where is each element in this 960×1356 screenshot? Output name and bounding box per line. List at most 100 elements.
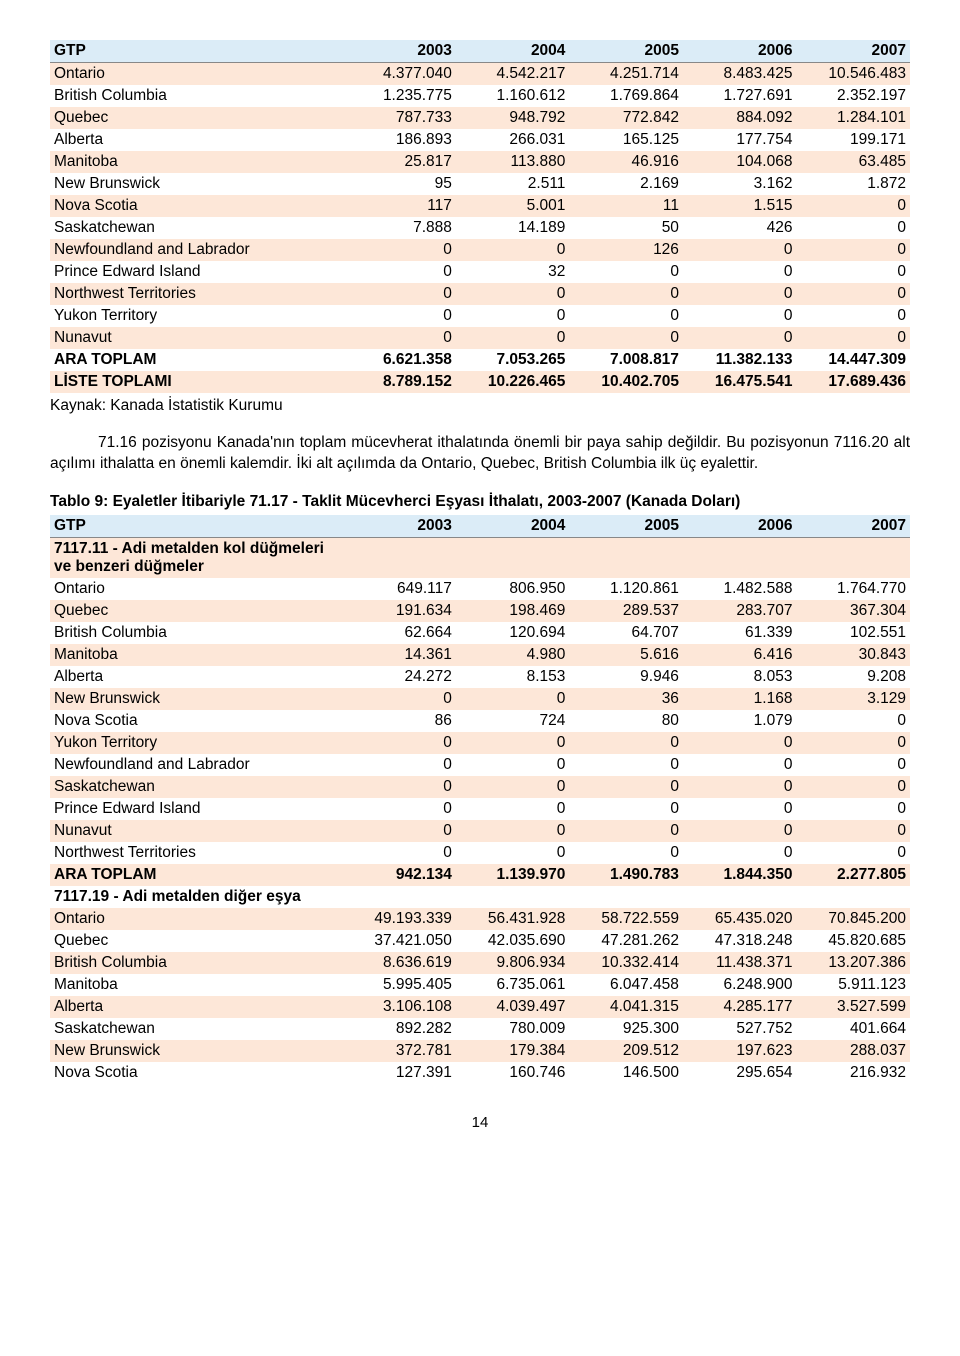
cell-value: 8.789.152 <box>342 371 456 393</box>
cell-value: 1.482.588 <box>683 578 797 600</box>
cell-value: 0 <box>796 842 910 864</box>
cell-value: 3.129 <box>796 688 910 710</box>
cell-value: 0 <box>683 327 797 349</box>
cell-value: 0 <box>456 239 570 261</box>
cell-value: 401.664 <box>796 1018 910 1040</box>
cell-value: 6.621.358 <box>342 349 456 371</box>
table-row: Northwest Territories00000 <box>50 842 910 864</box>
cell-value: 113.880 <box>456 151 570 173</box>
cell-value: 1.490.783 <box>569 864 683 886</box>
cell-value: 1.844.350 <box>683 864 797 886</box>
table-row: Saskatchewan00000 <box>50 776 910 798</box>
cell-value: 120.694 <box>456 622 570 644</box>
table-row: Saskatchewan7.88814.189504260 <box>50 217 910 239</box>
body-paragraph: 71.16 pozisyonu Kanada'nın toplam mücevh… <box>50 433 910 475</box>
row-label: Newfoundland and Labrador <box>50 239 342 261</box>
cell-value: 47.318.248 <box>683 930 797 952</box>
cell-value: 14.447.309 <box>796 349 910 371</box>
row-label: Alberta <box>50 666 342 688</box>
cell-value: 58.722.559 <box>569 908 683 930</box>
cell-value: 63.485 <box>796 151 910 173</box>
cell-value: 367.304 <box>796 600 910 622</box>
cell-value: 4.041.315 <box>569 996 683 1018</box>
cell-value: 0 <box>569 798 683 820</box>
cell-value: 0 <box>456 820 570 842</box>
row-label: Alberta <box>50 996 342 1018</box>
cell-value <box>569 537 683 578</box>
cell-value: 8.636.619 <box>342 952 456 974</box>
cell-value: 10.402.705 <box>569 371 683 393</box>
cell-value: 117 <box>342 195 456 217</box>
row-label: 7117.11 - Adi metalden kol düğmeleri ve … <box>50 537 342 578</box>
table-row: Quebec37.421.05042.035.69047.281.26247.3… <box>50 930 910 952</box>
cell-value: 49.193.339 <box>342 908 456 930</box>
cell-value: 0 <box>342 239 456 261</box>
cell-value: 17.689.436 <box>796 371 910 393</box>
table-row: New Brunswick00361.1683.129 <box>50 688 910 710</box>
col-header: 2004 <box>456 40 570 63</box>
cell-value: 61.339 <box>683 622 797 644</box>
cell-value: 25.817 <box>342 151 456 173</box>
cell-value: 649.117 <box>342 578 456 600</box>
col-header: 2004 <box>456 515 570 538</box>
cell-value: 0 <box>569 327 683 349</box>
col-header: GTP <box>50 515 342 538</box>
cell-value: 9.946 <box>569 666 683 688</box>
table-row: New Brunswick952.5112.1693.1621.872 <box>50 173 910 195</box>
table-row: New Brunswick372.781179.384209.512197.62… <box>50 1040 910 1062</box>
cell-value: 806.950 <box>456 578 570 600</box>
cell-value: 0 <box>796 732 910 754</box>
row-label: ARA TOPLAM <box>50 349 342 371</box>
cell-value: 165.125 <box>569 129 683 151</box>
cell-value: 7.888 <box>342 217 456 239</box>
table-row: British Columbia8.636.6199.806.93410.332… <box>50 952 910 974</box>
cell-value: 426 <box>683 217 797 239</box>
cell-value: 1.515 <box>683 195 797 217</box>
cell-value: 0 <box>456 688 570 710</box>
row-label: Yukon Territory <box>50 732 342 754</box>
row-label: Saskatchewan <box>50 1018 342 1040</box>
cell-value: 0 <box>569 842 683 864</box>
cell-value: 36 <box>569 688 683 710</box>
cell-value: 3.106.108 <box>342 996 456 1018</box>
cell-value: 0 <box>456 842 570 864</box>
table-row: Alberta24.2728.1539.9468.0539.208 <box>50 666 910 688</box>
col-header: GTP <box>50 40 342 63</box>
row-label: Prince Edward Island <box>50 798 342 820</box>
cell-value: 32 <box>456 261 570 283</box>
cell-value: 1.160.612 <box>456 85 570 107</box>
col-header: 2007 <box>796 40 910 63</box>
row-label: British Columbia <box>50 952 342 974</box>
cell-value: 10.332.414 <box>569 952 683 974</box>
cell-value: 1.769.864 <box>569 85 683 107</box>
table-row: British Columbia62.664120.69464.70761.33… <box>50 622 910 644</box>
row-label: New Brunswick <box>50 173 342 195</box>
cell-value: 179.384 <box>456 1040 570 1062</box>
cell-value: 1.235.775 <box>342 85 456 107</box>
cell-value: 9.208 <box>796 666 910 688</box>
cell-value: 46.916 <box>569 151 683 173</box>
table-row: Nova Scotia1175.001111.5150 <box>50 195 910 217</box>
cell-value: 47.281.262 <box>569 930 683 952</box>
cell-value <box>569 886 683 908</box>
row-label: Prince Edward Island <box>50 261 342 283</box>
table-row: Quebec787.733948.792772.842884.0921.284.… <box>50 107 910 129</box>
cell-value: 1.727.691 <box>683 85 797 107</box>
cell-value: 1.079 <box>683 710 797 732</box>
cell-value: 0 <box>569 732 683 754</box>
cell-value: 0 <box>342 820 456 842</box>
row-label: Northwest Territories <box>50 283 342 305</box>
source-note: Kaynak: Kanada İstatistik Kurumu <box>50 397 910 415</box>
cell-value: 295.654 <box>683 1062 797 1084</box>
cell-value: 0 <box>683 754 797 776</box>
table-row: Ontario649.117806.9501.120.8611.482.5881… <box>50 578 910 600</box>
cell-value: 0 <box>342 776 456 798</box>
cell-value: 0 <box>569 820 683 842</box>
cell-value: 4.039.497 <box>456 996 570 1018</box>
row-label: Manitoba <box>50 974 342 996</box>
table-title: Tablo 9: Eyaletler İtibariyle 71.17 - Ta… <box>50 493 910 511</box>
col-header: 2005 <box>569 40 683 63</box>
cell-value: 0 <box>796 754 910 776</box>
table-row: ARA TOPLAM6.621.3587.053.2657.008.81711.… <box>50 349 910 371</box>
cell-value: 11 <box>569 195 683 217</box>
